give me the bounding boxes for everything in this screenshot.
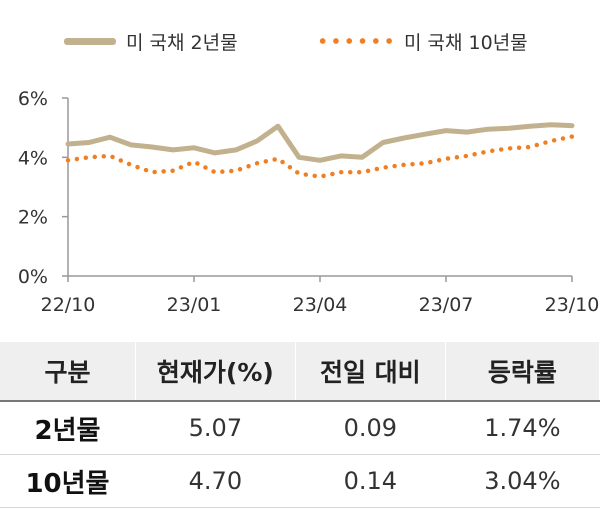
table-cell-price: 4.70 — [135, 454, 296, 508]
table-row: 10년물 4.70 0.14 3.04% — [0, 454, 600, 508]
legend-item-2y: 미 국채 2년물 — [64, 28, 238, 54]
table-cell-change: 0.09 — [295, 400, 446, 455]
x-tick-label: 23/04 — [293, 294, 348, 316]
table-cell-rate: 1.74% — [445, 400, 600, 455]
table-header-category: 구분 — [0, 342, 136, 401]
x-tick-label: 23/07 — [419, 294, 474, 316]
table-cell-name: 2년물 — [0, 400, 136, 455]
table-row: 2년물 5.07 0.09 1.74% — [0, 400, 600, 455]
table-header-row: 구분 현재가(%) 전일 대비 등락률 — [0, 342, 600, 401]
table-header-rate: 등락률 — [445, 342, 600, 401]
y-tick-label: 2% — [18, 207, 48, 229]
table-cell-name: 10년물 — [0, 454, 136, 508]
yield-line-chart: 0% 2% 4% 6% 22/10 23/01 23/04 23/07 23/10 — [18, 88, 600, 316]
chart-tick-labels: 0% 2% 4% 6% 22/10 23/01 23/04 23/07 23/10 — [18, 88, 600, 316]
chart-legend: 미 국채 2년물 미 국채 10년물 — [0, 0, 600, 80]
y-tick-label: 6% — [18, 88, 48, 110]
table-cell-change: 0.14 — [295, 454, 446, 508]
yield-summary-table: 구분 현재가(%) 전일 대비 등락률 2년물 5.07 0.09 1.74% … — [0, 342, 600, 508]
legend-label-10y: 미 국채 10년물 — [404, 31, 528, 54]
y-tick-label: 4% — [18, 147, 48, 169]
legend-swatch-10y — [316, 38, 396, 44]
chart-axes — [62, 97, 573, 282]
series-line-10y — [65, 134, 575, 179]
series-line-2y — [65, 122, 575, 163]
table-cell-rate: 3.04% — [445, 454, 600, 508]
y-tick-label: 0% — [18, 266, 48, 288]
chart-series — [65, 122, 575, 179]
x-tick-label: 23/10 — [545, 294, 600, 316]
x-tick-label: 23/01 — [167, 294, 222, 316]
legend-label-2y: 미 국채 2년물 — [126, 31, 238, 54]
table-cell-price: 5.07 — [135, 400, 296, 455]
x-tick-label: 22/10 — [41, 294, 96, 316]
table-header-change: 전일 대비 — [295, 342, 446, 401]
legend-swatch-2y — [64, 37, 116, 45]
table-header-price: 현재가(%) — [135, 342, 296, 401]
legend-item-10y: 미 국채 10년물 — [316, 28, 528, 54]
